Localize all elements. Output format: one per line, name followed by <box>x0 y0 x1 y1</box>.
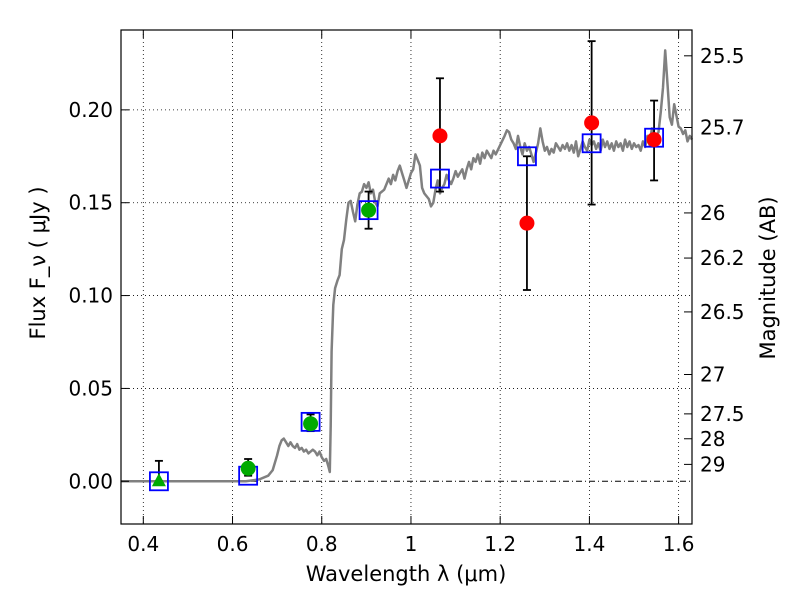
model-photometry-square <box>358 200 379 221</box>
x-tick-label: 0.6 <box>217 532 249 556</box>
model-photometry-square <box>149 471 169 492</box>
optical-detection-point <box>303 416 319 432</box>
model-sed-line <box>121 49 694 483</box>
model-photometry-square <box>430 168 450 189</box>
magnitude-tick-label: 25.7 <box>700 116 745 140</box>
magnitude-tick-label: 27 <box>700 363 725 387</box>
magnitude-tick-label: 29 <box>700 452 725 476</box>
y-tick-label: 0.05 <box>68 376 113 400</box>
x-tick-label: 0.8 <box>306 532 338 556</box>
x-axis-ticks: 0.4 0.6 0.8 1 1.2 1.4 1.6 <box>127 30 695 556</box>
y-tick-label: 0.20 <box>68 98 113 122</box>
magnitude-tick-label: 28 <box>700 427 725 451</box>
x-tick-label: 0.4 <box>127 532 159 556</box>
optical-upper-limit-point <box>151 473 166 487</box>
y-tick-label: 0.00 <box>68 469 113 493</box>
magnitude-tick-label: 26 <box>700 201 725 225</box>
x-tick-label: 1.2 <box>484 532 516 556</box>
plot-frame <box>120 29 693 525</box>
magnitude-tick-label: 26.5 <box>700 300 745 324</box>
model-photometry-square <box>517 146 537 167</box>
data-markers <box>149 115 664 492</box>
x-axis-label: Wavelength λ (μm) <box>306 562 507 586</box>
near-ir-detection-point <box>519 215 535 231</box>
magnitude-tick-label: 27.5 <box>700 402 745 426</box>
y-axis-ticks: 0.00 0.05 0.10 0.15 0.20 <box>68 98 129 493</box>
near-ir-detection-point <box>432 128 448 144</box>
y-axis-label: Flux F_ν ( μJy ) <box>26 186 51 339</box>
optical-detection-point <box>240 460 256 476</box>
magnitude-axis-label: Magnitude (AB) <box>756 196 780 359</box>
near-ir-detection-point <box>646 132 662 148</box>
x-tick-label: 1.6 <box>663 532 695 556</box>
x-tick-label: 1 <box>405 532 418 556</box>
magnitude-tick-label: 25.5 <box>700 44 745 68</box>
model-photometry-square <box>581 133 602 154</box>
y-tick-label: 0.10 <box>68 284 113 308</box>
y-tick-label: 0.15 <box>68 191 113 215</box>
magnitude-tick-label: 26.2 <box>700 246 745 270</box>
optical-detection-point <box>361 202 377 218</box>
x-tick-label: 1.4 <box>573 532 605 556</box>
near-ir-detection-point <box>584 115 600 131</box>
